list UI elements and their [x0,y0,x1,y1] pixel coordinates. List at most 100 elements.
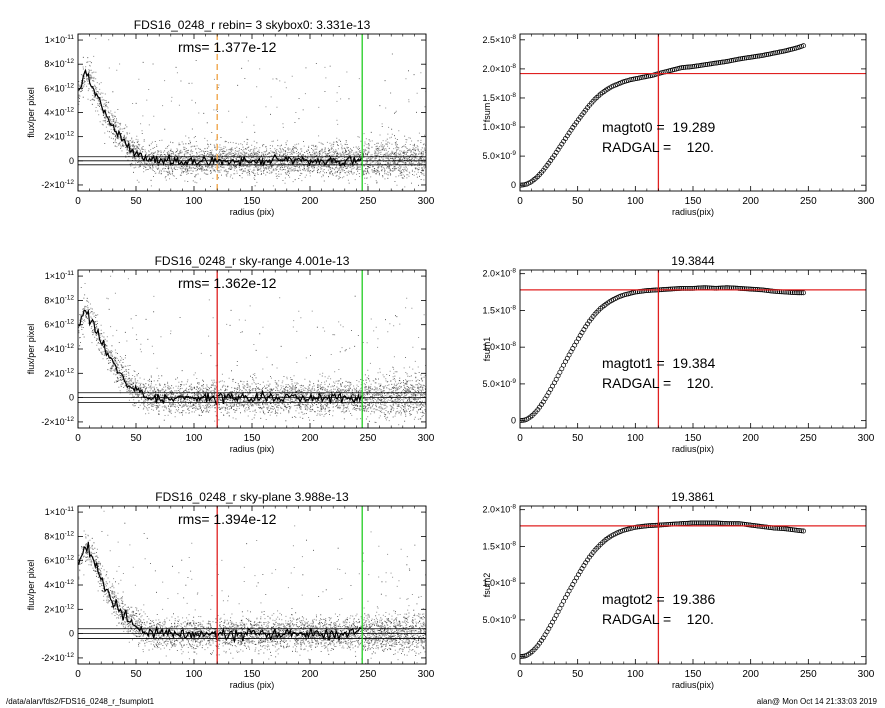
fsum-marker [780,526,786,532]
fsum-marker [688,285,694,291]
fsum-marker [764,524,770,530]
fsum-marker [686,64,692,70]
fsum-marker [771,288,777,294]
y-tick-label: 0 [511,180,516,190]
x-tick-label: 300 [858,433,875,444]
x-tick-label: 200 [302,669,319,680]
x-tick-label: 250 [360,669,377,680]
panel-title: FDS16_0248_r sky-range 4.001e-13 [155,254,350,268]
y-axis-label: fsum1 [482,337,492,362]
plot-area [78,34,426,191]
fsum-marker [732,57,738,63]
fsum-marker [786,526,792,532]
x-tick-label: 250 [800,196,817,207]
panel-title: FDS16_0248_r rebin= 3 skybox0: 3.331e-13 [134,18,371,32]
fsum-marker [784,526,790,532]
fsum-marker [695,520,701,526]
fsum-marker [756,53,762,59]
fsum-marker [797,290,803,296]
y-tick-label: 2.0×10-8 [482,63,516,74]
fsum-marker [791,527,797,533]
x-tick-label: 300 [858,669,875,680]
fsum-marker [721,59,727,65]
y-tick-label: 1.5×10-8 [482,92,516,103]
fsum-marker [690,285,696,291]
fsum-marker [760,524,766,530]
fsum-marker [710,61,716,66]
fsum-marker [677,65,683,71]
fsum-marker [764,52,770,58]
y-axis-label: fsum2 [482,573,492,598]
x-tick-label: 100 [627,196,644,207]
fsum-marker [706,520,712,526]
fsum-marker [699,62,705,68]
fsum-marker [749,54,755,60]
y-tick-label: 0 [69,156,74,166]
fsum-marker [666,286,672,292]
fsum-marker [769,288,775,294]
x-tick-label: 200 [742,669,759,680]
x-tick-label: 200 [302,433,319,444]
fsum-marker [793,290,799,296]
x-tick-label: 0 [75,433,81,444]
fsum-marker [638,75,644,81]
y-tick-label: 0 [69,629,74,639]
axes-frame [519,505,867,665]
fsum-marker [655,522,661,528]
fsum-marker [701,62,707,68]
fsum-marker [736,285,742,291]
fsum-marker [780,48,786,54]
y-tick-label: 8×10-12 [44,294,74,305]
fsum-marker [738,56,744,62]
fsum-marker [725,58,731,64]
fsum-marker [741,286,747,292]
fsum-marker [714,520,720,526]
fsum-marker [760,52,766,58]
fsum-marker [775,49,781,55]
mean-profile-line [78,308,362,406]
y-tick-label: 1.5×10-8 [482,540,516,551]
fsum-marker [627,77,633,83]
pixel-scatter [78,34,426,191]
y-tick-label: 0 [511,416,516,426]
fsum-marker [640,74,646,80]
fsum-marker [677,286,683,291]
x-axis-label: radius (pix) [230,207,275,217]
fsum-marker [694,63,699,69]
y-axis-label: fsum [482,103,492,123]
plot-area [520,506,866,664]
fsum-marker [662,522,668,528]
fsum-marker [695,63,701,69]
y-tick-label: 1.0×10-8 [482,121,516,132]
fsum-marker [682,64,688,70]
fsum-marker [799,528,805,534]
fsum-marker [658,522,664,528]
fsum-marker [644,74,650,79]
fsum-marker [793,527,799,533]
fsum-marker [716,60,722,66]
fsum-marker [801,528,806,534]
fsum-marker [703,62,709,68]
pixel-scatter-dark [78,53,426,187]
fsum-marker [646,288,651,293]
magtot-annotation: magtot0 = 19.289 [602,119,715,135]
x-tick-label: 200 [742,196,759,207]
fsum-marker [727,58,733,64]
x-tick-label: 50 [130,196,142,207]
fsum-marker [670,286,675,292]
fsum-marker [765,51,771,57]
rms-annotation: rms= 1.377e-12 [178,39,277,55]
fsum-marker [762,52,768,58]
fsum-marker [688,520,694,526]
fsum-marker [708,520,714,526]
fsum-marker [631,76,637,82]
radgal-annotation: RADGAL = 120. [602,139,714,155]
fsum-marker [673,286,679,292]
fsum-marker [642,288,648,294]
y-axis-label: flux/per pixel [26,560,36,611]
fsum-marker [692,63,698,69]
fsum-marker [795,290,801,296]
y-tick-label: 4×10-12 [44,107,74,118]
fsum-marker [714,60,720,66]
